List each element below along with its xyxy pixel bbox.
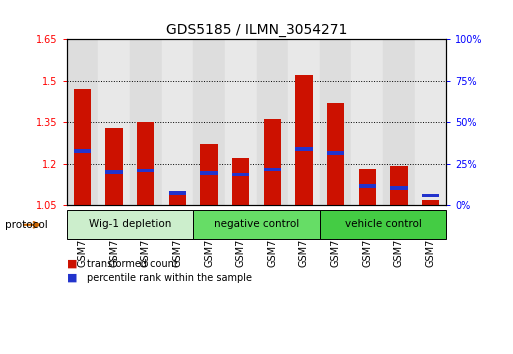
Text: negative control: negative control <box>214 219 299 229</box>
Bar <box>137 122 154 205</box>
Bar <box>98 39 130 205</box>
Bar <box>106 128 123 205</box>
Bar <box>327 151 344 155</box>
Text: ■: ■ <box>67 259 77 269</box>
Bar <box>288 39 320 205</box>
Bar <box>193 39 225 205</box>
Bar <box>106 170 123 174</box>
Bar <box>232 158 249 205</box>
Bar <box>67 210 193 239</box>
Bar <box>422 194 439 197</box>
Bar <box>390 166 407 205</box>
Text: vehicle control: vehicle control <box>345 219 422 229</box>
Bar <box>256 39 288 205</box>
Title: GDS5185 / ILMN_3054271: GDS5185 / ILMN_3054271 <box>166 23 347 36</box>
Bar <box>137 169 154 172</box>
Bar <box>327 103 344 205</box>
Bar <box>320 210 446 239</box>
Bar <box>67 39 98 205</box>
Bar <box>359 169 376 205</box>
Bar <box>264 119 281 205</box>
Bar <box>169 194 186 205</box>
Bar <box>359 184 376 188</box>
Bar <box>162 39 193 205</box>
Bar <box>130 39 162 205</box>
Bar <box>415 39 446 205</box>
Bar <box>390 186 407 190</box>
Text: protocol: protocol <box>5 220 48 230</box>
Bar <box>320 39 351 205</box>
Bar <box>295 75 312 205</box>
Bar <box>169 191 186 195</box>
Bar <box>225 39 256 205</box>
Text: Wig-1 depletion: Wig-1 depletion <box>89 219 171 229</box>
Bar <box>201 144 218 205</box>
Text: percentile rank within the sample: percentile rank within the sample <box>87 273 252 283</box>
Bar <box>351 39 383 205</box>
Bar <box>74 149 91 153</box>
Bar <box>74 89 91 205</box>
Text: ■: ■ <box>67 273 77 283</box>
Bar <box>383 39 415 205</box>
Bar <box>422 200 439 205</box>
Bar <box>295 147 312 150</box>
Bar <box>193 210 320 239</box>
Bar <box>264 168 281 171</box>
Bar <box>201 171 218 175</box>
Text: transformed count: transformed count <box>87 259 178 269</box>
Bar <box>232 173 249 176</box>
